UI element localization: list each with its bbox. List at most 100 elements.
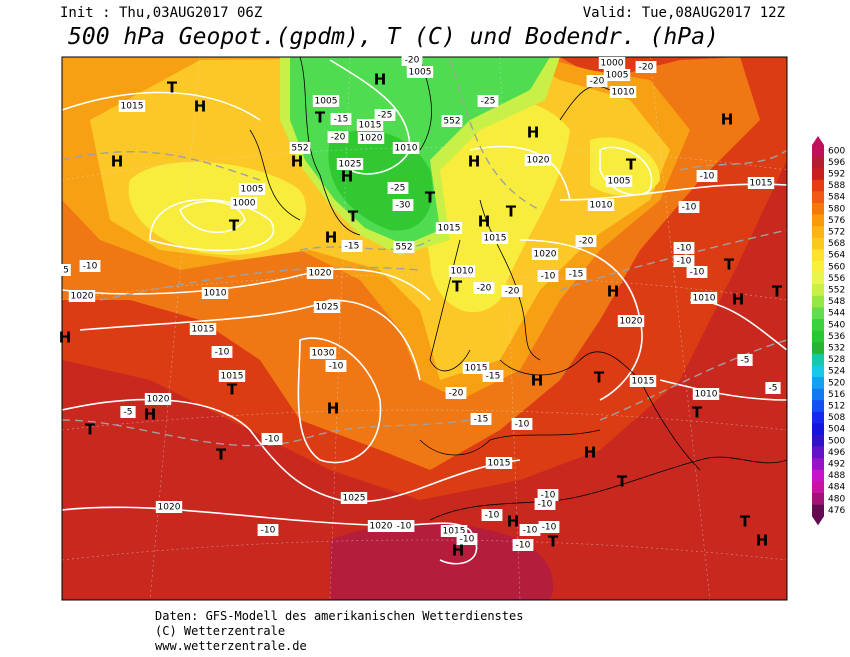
colorbar-label: 524 [828, 367, 845, 377]
colorbar-label: 584 [828, 193, 845, 203]
colorbar-swatch [812, 400, 824, 413]
label-box [485, 457, 513, 469]
contour-label: -10 [265, 435, 280, 445]
colorbar-label: 520 [828, 378, 845, 388]
colorbar-label: 548 [828, 297, 845, 307]
colorbar-swatch [812, 237, 824, 250]
contour-label: 1000 [601, 59, 624, 69]
colorbar-label: 572 [828, 228, 845, 238]
pressure-center: H [531, 372, 544, 390]
label-box [737, 354, 753, 366]
valid-time: Valid: Tue,08AUG2017 12Z [583, 5, 785, 21]
label-box [441, 115, 463, 127]
colorbar: 6005965925885845805765725685645605565525… [812, 136, 845, 526]
map-title: 500 hPa Geopot.(gpdm), T (C) und Bodendr… [68, 24, 719, 50]
label-box [330, 113, 352, 125]
contour-label: 1025 [339, 160, 362, 170]
label-box [598, 57, 626, 69]
contour-label: 1015 [221, 372, 244, 382]
label-box [473, 282, 495, 294]
colorbar-label: 540 [828, 320, 845, 330]
pressure-center: H [111, 153, 124, 171]
colorbar-label: 564 [828, 251, 845, 261]
label-box [406, 66, 434, 78]
colorbar-label: 532 [828, 344, 845, 354]
label-box [575, 235, 597, 247]
label-box [747, 177, 775, 189]
contour-label: -10 [516, 541, 531, 551]
pressure-center: T [85, 421, 96, 439]
contour-label: 1015 [488, 459, 511, 469]
label-box [401, 54, 423, 66]
colorbar-swatch [812, 423, 824, 436]
pressure-center: T [167, 79, 178, 97]
contour-label: -10 [682, 203, 697, 213]
pressure-center: T [692, 404, 703, 422]
label-box [261, 433, 283, 445]
contour-label: -10 [677, 244, 692, 254]
colorbar-swatch [812, 435, 824, 447]
label-box [309, 347, 337, 359]
contour-label: -10 [329, 362, 344, 372]
colorbar-swatch [812, 214, 824, 227]
colorbar-swatch [812, 261, 824, 273]
footer-copyright: (C) Wetterzentrale [155, 624, 285, 638]
label-box [765, 382, 781, 394]
contour-label: 1010 [612, 88, 635, 98]
label-box [387, 182, 409, 194]
contour-label: -10 [541, 491, 556, 501]
colorbar-swatch [812, 249, 824, 262]
colorbar-swatch [812, 458, 824, 471]
contour-label: -15 [486, 372, 501, 382]
contour-label: 1015 [121, 102, 144, 112]
label-box [690, 292, 718, 304]
colorbar-label: 556 [828, 274, 845, 284]
label-box [306, 267, 334, 279]
contour-label: -5 [769, 384, 778, 394]
pressure-center: T [452, 278, 463, 296]
pressure-center: T [594, 369, 605, 387]
pressure-center: H [327, 400, 340, 418]
contour-label: 1010 [695, 390, 718, 400]
pressure-center: H [59, 329, 72, 347]
contour-label: 1025 [316, 303, 339, 313]
contour-label: 1010 [395, 144, 418, 154]
label-box [238, 183, 266, 195]
contour-label: 552 [443, 117, 460, 127]
contour-label: -20 [449, 389, 464, 399]
colorbar-swatch [812, 446, 824, 459]
label-box [118, 100, 146, 112]
pressure-center: H [732, 291, 745, 309]
pressure-center: H [721, 111, 734, 129]
contour-label: -10 [542, 523, 557, 533]
colorbar-label: 552 [828, 286, 845, 296]
colorbar-label: 600 [828, 146, 845, 156]
colorbar-label: 504 [828, 425, 845, 435]
label-box [481, 232, 509, 244]
label-box [289, 142, 311, 154]
label-box [470, 413, 492, 425]
colorbar-swatch [812, 330, 824, 343]
contour-label: 552 [395, 243, 412, 253]
contour-label: -20 [579, 237, 594, 247]
label-box [617, 315, 645, 327]
colorbar-swatch [812, 365, 824, 378]
contour-label: 1010 [693, 294, 716, 304]
contour-label: 1020 [71, 292, 94, 302]
contour-label: -15 [334, 115, 349, 125]
colorbar-label: 488 [828, 471, 845, 481]
label-box [586, 75, 608, 87]
colorbar-label: 512 [828, 402, 845, 412]
label-box [68, 290, 96, 302]
contour-label: 552 [291, 144, 308, 154]
label-box [336, 158, 364, 170]
contour-label: -10 [515, 420, 530, 430]
contour-label: 1020 [158, 503, 181, 513]
contour-label: 1015 [438, 224, 461, 234]
contour-label: -5 [124, 408, 133, 418]
label-box [692, 388, 720, 400]
colorbar-label: 508 [828, 413, 845, 423]
label-box [635, 61, 657, 73]
colorbar-label: 544 [828, 309, 845, 319]
